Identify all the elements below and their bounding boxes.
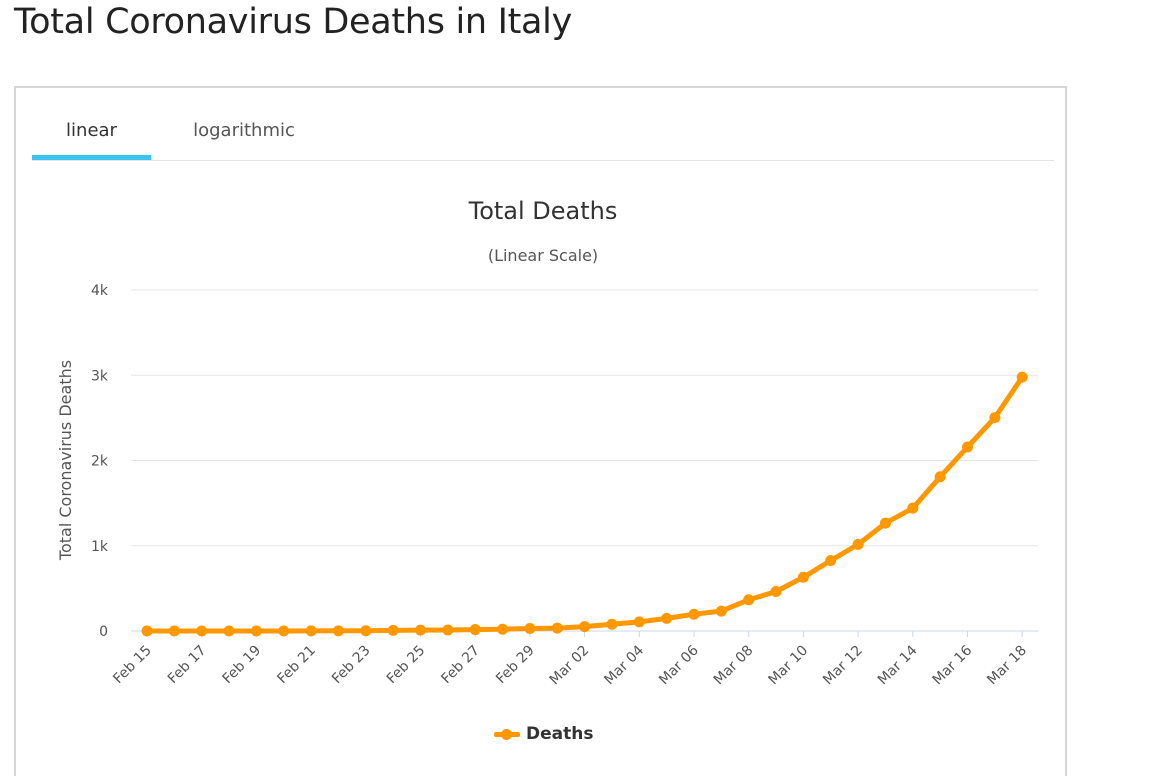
data-point bbox=[332, 625, 344, 637]
data-point bbox=[305, 625, 317, 637]
y-tick-label: 1k bbox=[91, 539, 109, 555]
data-point bbox=[661, 612, 673, 624]
chart-card: linear logarithmic Total Deaths (Linear S… bbox=[14, 86, 1067, 776]
x-tick-label: Feb 23 bbox=[329, 643, 374, 688]
legend-label-deaths: Deaths bbox=[526, 724, 594, 744]
chart-legend[interactable]: Deaths bbox=[494, 722, 593, 746]
scale-tabs: linear logarithmic bbox=[32, 102, 1054, 161]
x-tick-label: Feb 19 bbox=[220, 643, 265, 688]
chart-title: Total Deaths bbox=[468, 197, 618, 225]
data-point bbox=[797, 571, 809, 583]
y-tick-label: 3k bbox=[91, 368, 109, 384]
data-point bbox=[962, 441, 973, 453]
page-title: Total Coronavirus Deaths in Italy bbox=[14, 2, 573, 42]
series-line-deaths bbox=[144, 374, 1025, 634]
data-point bbox=[524, 623, 536, 635]
data-point bbox=[715, 605, 727, 617]
data-point bbox=[469, 624, 481, 636]
x-tick-label: Mar 12 bbox=[820, 643, 866, 689]
x-tick-label: Feb 15 bbox=[110, 643, 155, 688]
data-point bbox=[688, 608, 700, 620]
x-tick-label: Feb 27 bbox=[438, 643, 483, 688]
data-point bbox=[141, 625, 153, 637]
x-tick-label: Feb 25 bbox=[384, 643, 429, 688]
data-point bbox=[250, 625, 262, 637]
data-point bbox=[360, 625, 372, 637]
data-point bbox=[196, 625, 208, 637]
x-tick-label: Mar 08 bbox=[711, 643, 757, 689]
chart-subtitle: (Linear Scale) bbox=[488, 246, 598, 265]
data-point bbox=[770, 586, 782, 598]
data-point bbox=[168, 625, 180, 637]
data-point bbox=[606, 618, 618, 630]
data-point bbox=[442, 624, 454, 636]
data-point bbox=[278, 625, 290, 637]
data-point bbox=[907, 502, 919, 514]
data-point bbox=[825, 554, 837, 566]
x-tick-label: Mar 18 bbox=[984, 643, 1030, 689]
data-point bbox=[551, 622, 563, 634]
x-tick-label: Mar 14 bbox=[875, 642, 921, 688]
data-point bbox=[497, 623, 509, 635]
tab-linear[interactable]: linear bbox=[32, 102, 151, 160]
data-point bbox=[852, 538, 864, 550]
x-tick-label: Feb 21 bbox=[274, 643, 319, 688]
legend-series-marker bbox=[494, 727, 520, 741]
y-tick-label: 4k bbox=[91, 283, 109, 299]
x-tick-label: Mar 16 bbox=[930, 642, 976, 688]
data-point bbox=[223, 625, 235, 637]
x-tick-label: Feb 17 bbox=[165, 643, 210, 688]
y-tick-label: 0 bbox=[99, 624, 108, 640]
deaths-line-chart: Total Deaths (Linear Scale) 0 1k 2k 3k 4k Total… bbox=[56, 197, 1038, 689]
data-point bbox=[1016, 371, 1028, 383]
data-point bbox=[415, 624, 426, 636]
x-tick-label: Mar 10 bbox=[765, 643, 811, 689]
data-point bbox=[633, 616, 645, 628]
x-tick-label: Mar 04 bbox=[601, 642, 647, 688]
data-point bbox=[989, 412, 1001, 424]
data-point bbox=[579, 621, 591, 633]
data-point bbox=[387, 624, 399, 636]
data-point bbox=[743, 594, 755, 606]
data-point bbox=[934, 471, 946, 483]
tab-logarithmic[interactable]: logarithmic bbox=[193, 120, 295, 141]
data-point bbox=[879, 517, 891, 529]
y-tick-label: 2k bbox=[91, 454, 109, 470]
y-axis-title: Total Coronavirus Deaths bbox=[56, 360, 75, 561]
x-tick-label: Mar 02 bbox=[547, 643, 593, 689]
x-tick-label: Mar 06 bbox=[656, 642, 702, 688]
x-tick-label: Feb 29 bbox=[493, 643, 538, 688]
